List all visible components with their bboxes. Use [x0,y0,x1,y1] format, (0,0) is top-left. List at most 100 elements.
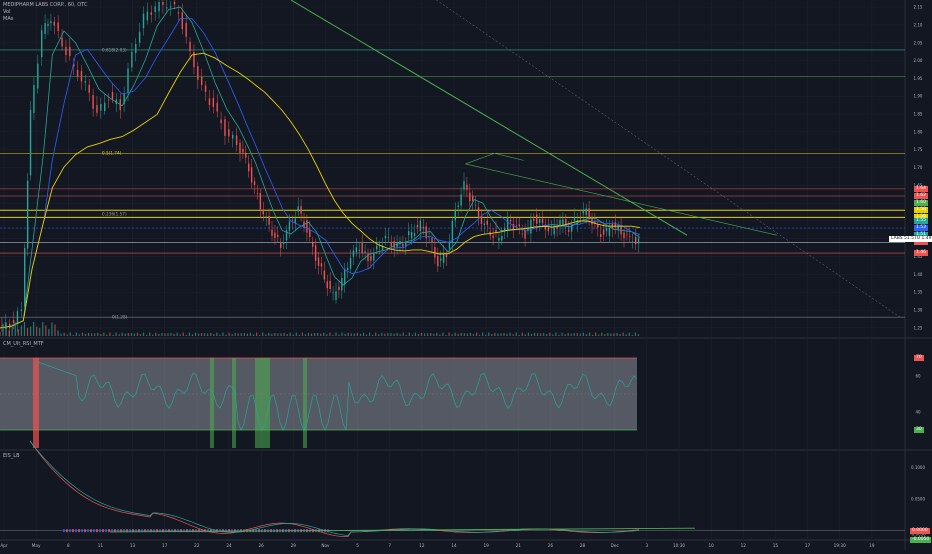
volume-bar [42,322,44,336]
price-axis-tick-label: 1.65 [914,183,923,188]
candle-body [472,195,474,201]
candle-body [588,208,590,219]
candle-body [378,245,381,247]
volume-bar [146,334,148,336]
oscillator-histogram-bar [234,529,236,533]
volume-indicator-label[interactable]: Vol [3,9,11,15]
rsi-oversold-zone [232,358,236,448]
fib-level-label: 0.236(1.57) [102,211,127,216]
candle-body [355,247,358,253]
volume-bar [387,333,389,336]
moving-average-indicator-label[interactable]: MAs [3,16,14,22]
trend-line [465,163,778,236]
volume-bar [255,332,258,336]
volume-bar [561,332,563,336]
oscillator-histogram-bar [126,529,128,533]
oscillator-histogram-bar [186,529,188,533]
last-price-label: LABS 51.5TU 1.49 [889,235,932,242]
volume-bar [51,322,53,336]
volume-bar [54,324,56,336]
candle-body [349,258,352,269]
rsi-pane-label[interactable]: CM_Ult_RSI_MTF [3,341,44,347]
volume-bar [231,334,233,336]
volume-bar [460,333,462,336]
volume-bar [353,333,355,336]
volume-bar [204,333,206,336]
x-axis-tick-label: 10:30 [673,543,685,548]
volume-bar [176,332,178,336]
volume-bar [48,329,50,336]
price-level-tag: 1.62 [914,193,929,199]
candle-body [623,232,625,239]
volume-bar [585,334,588,336]
volume-bar [384,333,386,336]
rsi-oversold-zone [210,358,214,448]
candle-body [509,219,512,222]
candle-body [181,12,184,30]
volume-bar [359,333,362,336]
candle-body [65,46,67,55]
volume-bar [570,333,572,336]
candle-body [381,246,384,250]
volume-bar [622,332,624,336]
oscillator-histogram-bar [90,529,92,533]
candle-body [26,180,29,249]
oscillator-histogram-bar [231,529,233,533]
volume-bar [485,334,487,336]
candle-body [562,219,564,226]
volume-bar [472,334,475,336]
volume-bar [228,332,230,336]
oscillator-signal-line [29,440,640,537]
candle-body [80,70,83,82]
volume-bar [103,332,105,336]
candle-body [512,223,515,230]
volume-bar [414,332,417,336]
volume-bar [11,324,13,336]
volume-bar [457,333,459,336]
candle-body [33,84,35,113]
volume-bar [45,325,47,336]
candle-body [474,204,477,206]
candle-body [84,81,87,83]
candle-body [498,238,500,241]
candle-body [632,241,634,243]
volume-bar [191,334,194,336]
candle-body [530,219,532,234]
volume-bar [601,332,603,336]
oscillator-pane-label[interactable]: EIS_LB [3,453,20,459]
candle-body [294,218,296,224]
volume-bar [182,332,184,336]
rsi-level-tag: 30 [914,427,924,433]
candle-body [177,12,180,14]
candle-body [96,105,98,113]
candle-body [329,280,331,289]
candle-body [634,237,637,244]
volume-bar [167,333,169,336]
fib-level-label: 0.5(1.74) [102,151,122,156]
candle-body [626,233,628,235]
volume-bar [225,334,227,336]
candle-body [413,233,416,236]
rsi-band [0,358,637,430]
candle-body [24,247,26,307]
candle-body [250,167,253,183]
x-axis-tick-label: 24 [226,543,232,548]
candle-body [518,224,520,227]
volume-bar [149,332,151,336]
x-axis-tick-label: 12 [419,543,425,548]
candle-body [280,243,282,248]
volume-bar [121,332,123,336]
fib-level-label: 0(1.28) [112,315,128,320]
oscillator-histogram-bar [117,529,119,533]
volume-bar [427,333,429,336]
candle-body [20,309,23,311]
x-axis-tick-label: 17 [805,543,811,548]
rsi-axis-tick-label: 60 [915,374,921,379]
x-axis-tick-label: 5 [356,543,359,548]
candle-body [69,46,71,57]
volume-bar [274,332,276,336]
volume-bar [375,332,377,336]
volume-bar [494,332,496,336]
x-axis-tick-label: 26 [258,543,264,548]
